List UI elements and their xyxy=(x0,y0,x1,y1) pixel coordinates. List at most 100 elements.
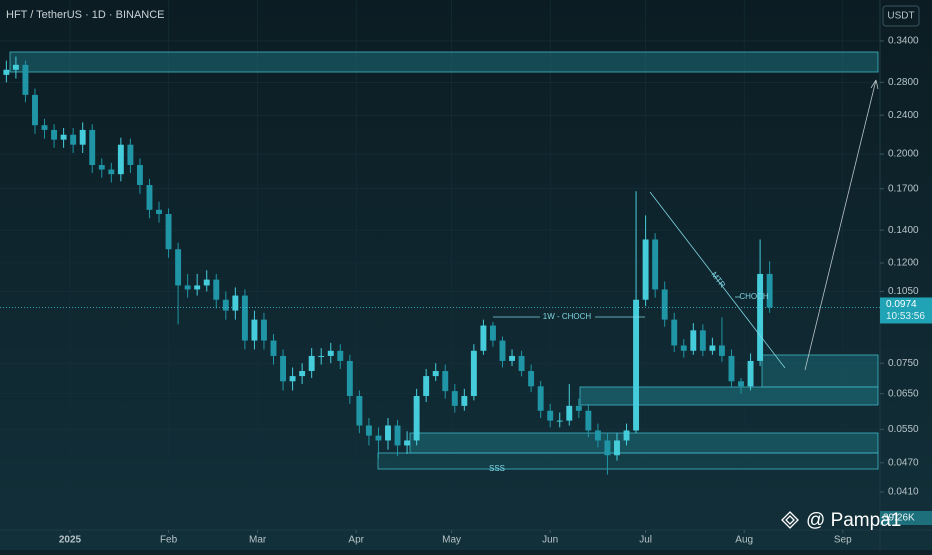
candle-body xyxy=(136,165,143,186)
candle-body xyxy=(308,355,315,372)
candle-body xyxy=(423,376,430,397)
annotation: CHOCH xyxy=(739,292,769,301)
x-tick-label: Jul xyxy=(639,535,652,546)
candle-body xyxy=(652,239,659,290)
candle-body xyxy=(547,410,554,421)
candle-body xyxy=(365,425,372,436)
candle-body xyxy=(184,285,191,290)
y-tick-label: 0.2000 xyxy=(888,149,919,160)
x-tick-label: Aug xyxy=(735,535,753,546)
candle-body xyxy=(499,340,506,361)
arrow-head xyxy=(870,79,879,90)
candle-body xyxy=(117,144,124,175)
candle-body xyxy=(451,391,458,406)
candle-body xyxy=(289,376,296,382)
grid xyxy=(0,0,880,530)
candle-body xyxy=(270,340,277,356)
candle-body xyxy=(51,129,58,140)
candle-body xyxy=(537,386,544,411)
watermark: @ Pampa1 xyxy=(806,510,901,531)
countdown: 10:53:56 xyxy=(886,311,925,322)
candle-body xyxy=(346,360,353,397)
candle-body xyxy=(165,214,172,250)
candle-body xyxy=(623,430,630,441)
x-tick-label: May xyxy=(442,535,461,546)
candle-body xyxy=(22,64,29,95)
y-tick-label: 0.0650 xyxy=(888,388,919,399)
candle-body xyxy=(747,360,754,387)
candle-body xyxy=(738,381,744,387)
candle-body xyxy=(3,69,10,75)
chart-title: HFT / TetherUS · 1D · BINANCE xyxy=(6,9,165,21)
candle-body xyxy=(671,319,678,346)
y-tick-label: 0.3400 xyxy=(888,36,919,47)
x-tick-label: Feb xyxy=(160,535,178,546)
candle-body xyxy=(757,273,764,361)
candle-body xyxy=(642,239,649,300)
candle-body xyxy=(489,325,496,341)
candle-body xyxy=(98,165,105,170)
x-tick-label: Sep xyxy=(834,535,852,546)
candle-body xyxy=(12,64,19,70)
currency-box[interactable] xyxy=(882,5,920,27)
demand-zone xyxy=(579,386,879,406)
supply-zone xyxy=(9,51,879,73)
candle-body xyxy=(661,289,668,320)
demand-zone xyxy=(409,432,879,454)
projection-arrow xyxy=(804,79,877,371)
y-tick-label: 0.1200 xyxy=(888,258,919,269)
candle-body xyxy=(575,405,582,411)
candle-body xyxy=(585,410,592,431)
candle-body xyxy=(509,355,515,361)
y-tick-label: 0.1700 xyxy=(888,183,919,194)
y-tick-label: 0.2400 xyxy=(888,110,919,121)
volume-label-box xyxy=(880,511,932,525)
candle-body xyxy=(146,185,153,210)
candle-body xyxy=(699,330,706,351)
candle-body xyxy=(633,299,640,431)
candle-body xyxy=(175,249,182,286)
candle-body xyxy=(614,440,620,456)
candle-body xyxy=(709,345,716,351)
candle-body xyxy=(32,94,38,126)
volume-label: 39.26K xyxy=(883,513,915,524)
y-tick-label: 0.1050 xyxy=(888,286,919,297)
candle-body xyxy=(299,371,306,377)
candle-body xyxy=(108,169,115,175)
last-price-label: 0.0974 xyxy=(886,299,917,310)
candle-body xyxy=(718,345,725,356)
zones xyxy=(9,51,879,470)
x-tick-label: 2025 xyxy=(59,535,82,546)
candle-body xyxy=(41,125,48,130)
candle-body xyxy=(356,396,363,426)
y-tick-label: 0.1400 xyxy=(888,225,919,236)
candle-body xyxy=(604,440,611,456)
candle-body xyxy=(337,350,344,361)
candle-body xyxy=(766,273,773,308)
y-tick-label: 0.0550 xyxy=(888,424,919,435)
candle-body xyxy=(375,435,382,441)
candle-body xyxy=(222,299,229,311)
axes: 0.3400 0.2800 0.2400 0.2000 0.1700 0.1400 0.12… xyxy=(0,36,932,546)
candle-body xyxy=(232,295,239,311)
annotation: 1W - CHOCH xyxy=(543,312,592,321)
candle-body xyxy=(241,295,248,341)
candle-body xyxy=(413,396,420,441)
currency[interactable]: USDT xyxy=(887,11,914,22)
candle-body xyxy=(394,425,401,446)
candles xyxy=(3,56,773,475)
trend-line xyxy=(649,191,786,369)
candle-body xyxy=(194,285,201,290)
annotations: 1W - CHOCH CHOCH MTR SSS xyxy=(489,79,879,473)
candle-body xyxy=(385,425,391,441)
candle-body xyxy=(690,330,697,351)
demand-zone xyxy=(761,354,879,388)
candle-body xyxy=(213,279,220,300)
candle-body xyxy=(404,440,411,446)
candle-body xyxy=(728,355,735,382)
candle-body xyxy=(89,129,96,166)
candle-body xyxy=(470,350,477,397)
candle-body xyxy=(461,396,468,406)
